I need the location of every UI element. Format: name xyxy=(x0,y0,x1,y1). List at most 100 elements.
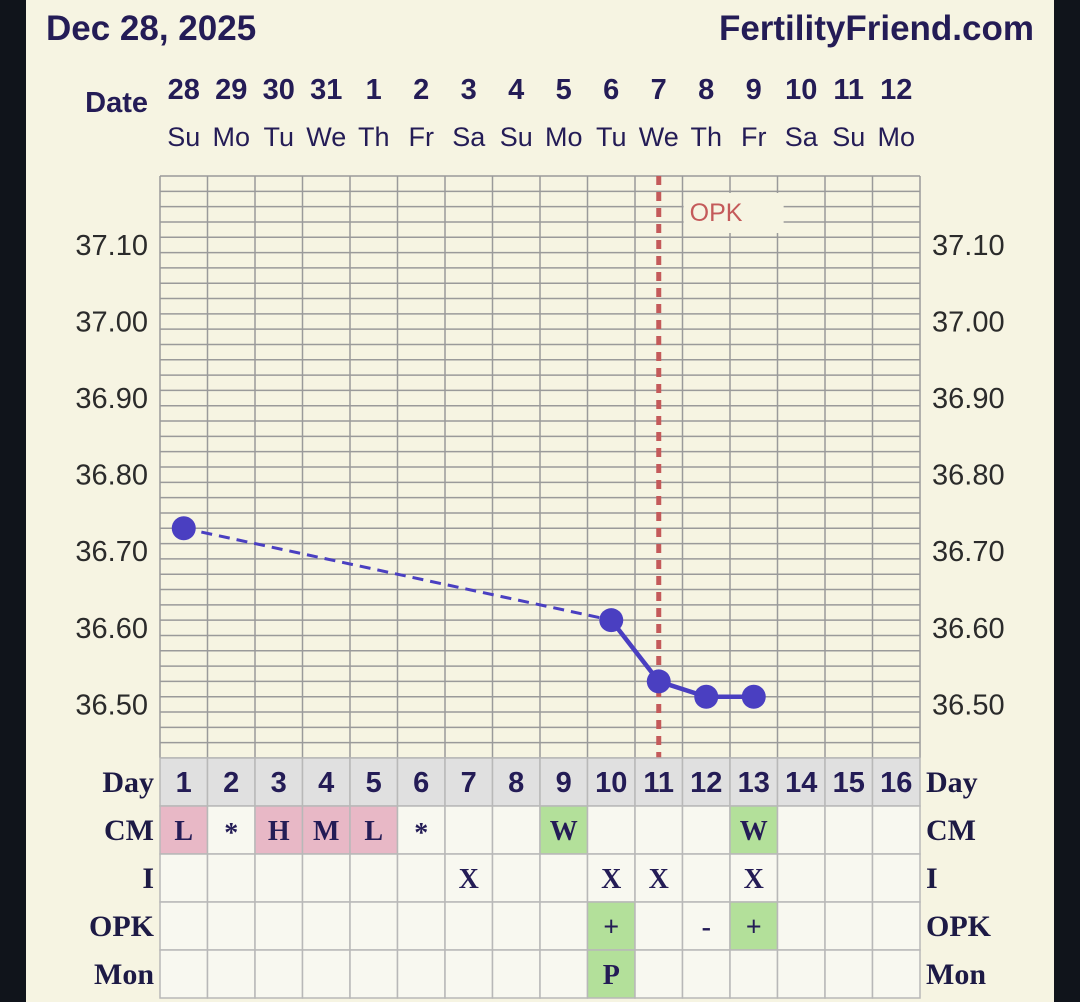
temperature-point xyxy=(171,516,196,541)
monitor-row-cell xyxy=(871,949,921,999)
weekday-label: Mo xyxy=(545,122,583,152)
date-label: 12 xyxy=(880,74,912,106)
intercourse-row-label-right: I xyxy=(926,862,938,895)
weekday-label: Tu xyxy=(596,122,627,152)
temperature-grid xyxy=(159,175,921,759)
monitor-row-cell xyxy=(681,949,731,999)
weekday-label: Th xyxy=(358,122,390,152)
cycle-day-row-cell xyxy=(491,757,541,807)
y-tick-label-right: 37.10 xyxy=(932,230,1005,262)
cycle-day-row-value: 6 xyxy=(413,767,429,799)
cycle-day-row-cell xyxy=(254,757,304,807)
weekday-label: Tu xyxy=(263,122,294,152)
opk-row-cell xyxy=(159,901,209,951)
opk-row-cell xyxy=(539,901,589,951)
y-axis-ticks: 37.10 37.10 37.00 37.00 36.90 36.90 36.80 36.80… xyxy=(75,230,1004,721)
monitor-row-cell xyxy=(301,949,351,999)
monitor-row-cell xyxy=(254,949,304,999)
date-label: 30 xyxy=(263,74,295,106)
intercourse-row-cell xyxy=(681,853,731,903)
cycle-day-row-cell xyxy=(776,757,826,807)
y-tick-label-right: 36.60 xyxy=(932,613,1005,645)
intercourse-row-cell xyxy=(159,853,209,903)
temperature-point xyxy=(599,608,624,633)
opk-row-cell xyxy=(349,901,399,951)
intercourse-row-cell xyxy=(539,853,589,903)
cm-row-value: H xyxy=(268,816,290,847)
weekday-label: Fr xyxy=(741,122,766,152)
cm-row-label-left: CM xyxy=(104,814,154,847)
cycle-day-row-value: 4 xyxy=(318,767,334,799)
opk-row-cell xyxy=(254,901,304,951)
intercourse-row-cell xyxy=(824,853,874,903)
temperature-point xyxy=(646,669,671,694)
weekday-label: Th xyxy=(690,122,722,152)
intercourse-row-cell xyxy=(396,853,446,903)
opk-row-cell xyxy=(301,901,351,951)
cm-row-label-right: CM xyxy=(926,814,976,847)
cycle-day-row-value: 11 xyxy=(643,767,674,799)
cm-row-cell xyxy=(776,805,826,855)
y-tick-label-left: 36.50 xyxy=(75,689,148,721)
date-label: 11 xyxy=(833,74,864,106)
cycle-day-row-value: 14 xyxy=(785,767,817,799)
cycle-day-row-cell xyxy=(444,757,494,807)
weekday-label: We xyxy=(306,122,346,152)
opk-row-cell xyxy=(634,901,684,951)
chart-frame: Dec 28, 2025 FertilityFriend.com Date 28… xyxy=(26,0,1054,1002)
cm-row-value: L xyxy=(364,816,383,847)
opk-row-cell xyxy=(206,901,256,951)
opk-row-value: + xyxy=(603,912,619,943)
site-name: FertilityFriend.com xyxy=(719,9,1034,48)
y-tick-label-left: 36.60 xyxy=(75,613,148,645)
temperature-lines xyxy=(183,526,754,699)
y-tick-label-right: 36.80 xyxy=(932,460,1005,492)
monitor-row-label-left: Mon xyxy=(94,958,154,991)
intercourse-row-label-left: I xyxy=(142,862,154,895)
weekday-label: Mo xyxy=(877,122,915,152)
opk-row-cell xyxy=(729,901,779,951)
opk-row-value: - xyxy=(702,912,711,943)
cycle-day-row-value: 3 xyxy=(271,767,287,799)
cycle-day-row-cell xyxy=(539,757,589,807)
date-label: 31 xyxy=(310,74,342,106)
opk-row-cell xyxy=(871,901,921,951)
temperature-point xyxy=(694,684,719,709)
date-label: 2 xyxy=(413,74,429,106)
cm-row-value: L xyxy=(174,816,193,847)
date-label: 8 xyxy=(698,74,714,106)
cm-row-value: W xyxy=(550,816,578,847)
cm-row-cell xyxy=(301,805,351,855)
opk-row-value: + xyxy=(746,912,762,943)
weekday-label: Mo xyxy=(212,122,250,152)
cycle-day-row-value: 8 xyxy=(508,767,524,799)
cm-row-cell xyxy=(681,805,731,855)
monitor-row-cell xyxy=(776,949,826,999)
opk-row-label-right: OPK xyxy=(926,910,992,943)
opk-marker-label: OPK xyxy=(690,199,743,227)
cm-row-cell xyxy=(824,805,874,855)
weekday-label: We xyxy=(639,122,679,152)
temperature-point xyxy=(741,684,766,709)
weekday-label: Sa xyxy=(452,122,486,152)
intercourse-row-value: X xyxy=(459,864,479,895)
weekday-label: Sa xyxy=(785,122,819,152)
y-tick-label-right: 36.50 xyxy=(932,689,1005,721)
monitor-row-cell xyxy=(634,949,684,999)
date-label: 10 xyxy=(785,74,817,106)
date-label: 1 xyxy=(366,74,382,106)
cycle-day-row-value: 12 xyxy=(690,767,722,799)
opk-row-cell xyxy=(776,901,826,951)
temperature-line xyxy=(609,618,754,699)
date-label: 29 xyxy=(215,74,247,106)
monitor-row-cell xyxy=(206,949,256,999)
cycle-day-row-value: 16 xyxy=(880,767,912,799)
intercourse-row-cell xyxy=(254,853,304,903)
cycle-day-row-cell xyxy=(681,757,731,807)
y-tick-label-left: 36.70 xyxy=(75,536,148,568)
monitor-row-cell xyxy=(539,949,589,999)
cycle-day-row-value: 1 xyxy=(176,767,192,799)
chart-date: Dec 28, 2025 xyxy=(46,9,256,48)
intercourse-row-cell xyxy=(871,853,921,903)
